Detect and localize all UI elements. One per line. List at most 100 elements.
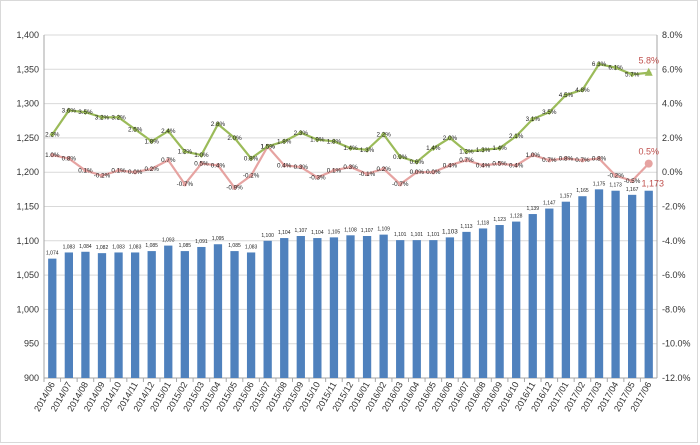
bar-value-label: 1,100 xyxy=(261,233,274,239)
bar-value-label: 1,085 xyxy=(179,243,192,249)
bar xyxy=(478,228,488,378)
y-tick-label: 1,250 xyxy=(16,133,39,143)
series-value-label: 1.2% xyxy=(459,149,474,156)
bar xyxy=(197,246,206,378)
series-value-label: 1.3% xyxy=(476,147,491,154)
series-value-label: 0.1% xyxy=(327,167,342,174)
bar xyxy=(628,194,637,378)
y-tick-label: 1,300 xyxy=(16,99,39,109)
series-value-label: 0.1% xyxy=(78,167,93,174)
bar xyxy=(445,237,455,378)
bar xyxy=(362,235,372,378)
bar xyxy=(130,252,140,378)
series-marker xyxy=(447,163,453,168)
series-value-label: 1.0% xyxy=(194,152,209,159)
series-marker xyxy=(199,161,204,166)
bar-value-label: 1,108 xyxy=(344,227,357,233)
series-value-label: 0.0% xyxy=(410,169,425,176)
series-marker xyxy=(331,168,337,173)
series-value-label: -0.2% xyxy=(94,173,111,180)
series-value-label: 3.5% xyxy=(78,109,93,116)
series-marker xyxy=(596,61,602,67)
bar xyxy=(230,251,239,378)
series-marker xyxy=(612,64,619,71)
series-value-label: 0.5% xyxy=(492,161,507,168)
bar-value-label: 1,109 xyxy=(377,227,390,233)
bar xyxy=(578,196,587,378)
series-value-label: 1.3% xyxy=(360,147,375,154)
bar xyxy=(329,237,339,378)
series-marker xyxy=(248,173,254,178)
y-tick-label: 1,350 xyxy=(16,64,39,74)
series-marker xyxy=(282,163,287,168)
series-marker xyxy=(596,156,602,161)
series-marker xyxy=(398,182,403,187)
series-marker xyxy=(629,178,635,183)
series-marker xyxy=(132,126,138,133)
y-tick-label: 1,400 xyxy=(16,30,39,40)
series-value-label: 2.2% xyxy=(45,131,60,138)
y2-tick-label: -4.0% xyxy=(662,236,686,246)
series-last-label: 0.5% xyxy=(638,147,659,157)
y2-tick-label: -2.0% xyxy=(662,202,686,212)
series-marker xyxy=(629,71,635,78)
bar xyxy=(396,240,405,378)
bar-value-label: 1,175 xyxy=(593,181,606,187)
series-value-label: 2.4% xyxy=(161,128,176,135)
bar-value-label: 1,091 xyxy=(195,239,208,245)
series-marker xyxy=(314,136,321,143)
bar-value-label: 1,157 xyxy=(560,194,573,200)
bar xyxy=(81,251,90,378)
bar xyxy=(512,221,521,378)
y2-tick-label: -10.0% xyxy=(662,339,691,349)
series-value-label: -0.2% xyxy=(243,173,260,180)
series-value-label: 1.4% xyxy=(492,145,507,152)
series-marker xyxy=(215,163,221,168)
series-value-label: 3.1% xyxy=(526,116,541,123)
bar xyxy=(164,245,173,378)
series-value-label: 1.5% xyxy=(260,143,275,150)
series-marker xyxy=(182,182,188,187)
bar-value-label: 1,082 xyxy=(96,245,109,251)
series-value-label: 0.4% xyxy=(277,162,292,169)
series-value-label: -0.7% xyxy=(392,181,409,188)
series-value-label: 0.9% xyxy=(393,154,408,161)
series-marker xyxy=(99,173,105,178)
bar xyxy=(48,258,57,378)
series-value-label: 0.4% xyxy=(476,162,491,169)
bar-value-label: 1,095 xyxy=(212,236,225,242)
y2-tick-label: 8.0% xyxy=(662,30,683,40)
bar-value-label: 1,083 xyxy=(129,244,142,250)
series-marker xyxy=(348,164,353,170)
series-value-label: 3.2% xyxy=(111,114,126,121)
series-marker xyxy=(464,157,469,163)
series-marker xyxy=(364,171,370,177)
series-value-label: 1.2% xyxy=(178,149,193,156)
series-marker xyxy=(82,109,89,115)
series-value-label: 0.2% xyxy=(145,166,160,173)
y-tick-label: 950 xyxy=(24,339,39,349)
series-value-label: 0.7% xyxy=(542,157,557,164)
y2-tick-label: -6.0% xyxy=(662,270,686,280)
series-marker xyxy=(380,131,387,138)
series-value-label: 0.7% xyxy=(161,157,176,164)
bar-value-label: 1,084 xyxy=(79,244,92,250)
series-marker xyxy=(529,116,536,122)
series-marker xyxy=(264,143,271,150)
series-marker xyxy=(613,173,618,178)
bar-value-label: 1,107 xyxy=(295,228,308,234)
bar xyxy=(545,208,554,378)
series-value-label: 1.8% xyxy=(277,138,292,145)
series-value-label: 0.7% xyxy=(459,157,474,164)
series-marker xyxy=(83,168,88,173)
bar-value-label: 1,104 xyxy=(278,230,291,236)
series-marker xyxy=(248,155,254,162)
bar xyxy=(64,252,73,378)
series-value-label: 4.8% xyxy=(575,87,590,94)
series-marker xyxy=(546,109,553,115)
bar-value-label: 1,083 xyxy=(245,244,258,250)
series-marker xyxy=(347,145,354,151)
bar-value-label: 1,105 xyxy=(328,229,341,235)
bar-value-label: 1,085 xyxy=(145,243,158,249)
